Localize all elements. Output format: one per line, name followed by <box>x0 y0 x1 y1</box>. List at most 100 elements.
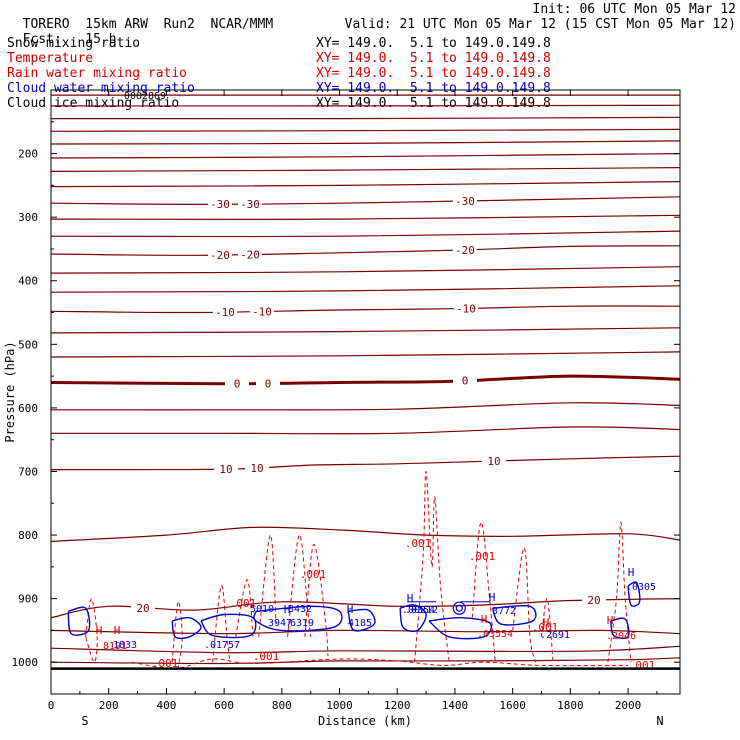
high-marker: H <box>347 603 354 616</box>
rain-contour <box>471 521 496 663</box>
legend-coords: XY= 149.0. 5.1 to 149.0.149.8 <box>316 81 551 96</box>
header-line-2: Fcst: 15 h <box>7 17 117 47</box>
y-tick-label: 300 <box>18 211 38 224</box>
rain-contour <box>414 470 450 663</box>
isotherm-label-bg <box>256 377 280 390</box>
north-endpoint-label: N <box>656 714 663 728</box>
isotherm-label: -10 <box>456 302 476 315</box>
isotherm-line <box>50 657 681 665</box>
rain-contour <box>512 547 537 663</box>
isotherm-line <box>50 526 681 542</box>
isotherm-label: 10 <box>250 462 263 475</box>
isotherm-line <box>50 153 681 159</box>
legend-coords: XY= 149.0. 5.1 to 149.0.149.8 <box>316 36 551 51</box>
isotherm-label-bg <box>454 302 478 315</box>
isotherm-label-bg <box>582 594 606 607</box>
cloud-water-contour <box>200 613 257 639</box>
isotherm-label: 0 <box>265 377 272 390</box>
legend-label: Temperature <box>7 51 94 66</box>
isotherm-label-bg <box>453 243 477 256</box>
forecast-label: Fcst: <box>22 32 62 47</box>
isotherm-label-bg <box>238 248 262 261</box>
high-marker: H <box>489 591 496 604</box>
isotherm-label: 20 <box>136 602 149 615</box>
plot-frame <box>50 89 681 695</box>
isotherm-label: -20 <box>455 244 475 257</box>
isotherm-line <box>50 645 681 654</box>
model-name: TORERO <box>22 17 70 32</box>
isotherm-label-bg <box>482 455 506 468</box>
cloud-water-contour <box>171 616 202 640</box>
isotherm-label: 0 <box>462 375 469 388</box>
isotherm-label-bg <box>225 377 249 390</box>
x-tick-label: 600 <box>214 699 234 712</box>
isotherm-label: -30 <box>240 198 260 211</box>
high-marker: H <box>96 624 103 637</box>
rain-value-label: .001 <box>405 537 432 550</box>
model-resolution: 15km ARW <box>85 17 148 32</box>
x-tick-label: 1200 <box>384 699 411 712</box>
legend-label: Snow mixing ratio <box>7 36 141 51</box>
x-tick-label: 200 <box>99 699 119 712</box>
cloud-water-contour <box>399 604 427 633</box>
legend-coords: XY= 149.0. 5.1 to 149.0.149.8 <box>316 51 551 66</box>
isotherm-label: 10 <box>219 463 232 476</box>
isotherm-line <box>50 455 681 471</box>
high-marker: H <box>543 616 550 629</box>
isotherm-label-bg <box>131 601 155 614</box>
valid-time: Valid: 21 UTC Mon 05 Mar 12 (15 CST Mon … <box>344 17 736 32</box>
isotherm-label-bg <box>453 194 477 207</box>
isotherm-label-bg <box>245 461 269 474</box>
isotherm-label: -10 <box>252 305 272 318</box>
isotherm-line <box>50 104 681 107</box>
isotherm-line <box>50 629 681 635</box>
cloud-water-contour <box>455 604 463 612</box>
x-tick-label: 1000 <box>326 699 353 712</box>
cloud-water-value-label: .2046 <box>606 631 636 642</box>
isotherm-label: -10 <box>215 306 235 319</box>
isotherm-label: 0 <box>234 378 241 391</box>
high-marker: H <box>114 624 121 637</box>
isotherm-line <box>50 230 681 238</box>
cloud-water-value-label: 1833 <box>113 640 137 651</box>
south-endpoint-label: S <box>81 714 88 728</box>
cloud-water-value-label: 3772 <box>492 606 516 617</box>
rain-contour <box>287 534 312 637</box>
cloud-water-value-label: 3947 <box>268 618 292 629</box>
cloud-water-contour <box>452 601 466 615</box>
legend-label: Cloud water mixing ratio <box>7 81 195 96</box>
cloud-water-value-label: .2691 <box>540 630 570 641</box>
isotherm-label-bg <box>214 463 238 476</box>
isotherm-label-bg <box>208 248 232 261</box>
cloud-water-value-label: 6319 <box>290 618 314 629</box>
model-org: NCAR/MMM <box>210 17 274 32</box>
legend-label: Cloud ice mixing ratio <box>7 96 180 111</box>
x-tick-label: 400 <box>156 699 176 712</box>
init-time: Init: 06 UTC Mon 05 Mar 12 <box>532 2 737 17</box>
rain-contour <box>541 598 554 663</box>
x-tick-label: 2000 <box>615 699 642 712</box>
cloud-water-contour <box>491 604 537 626</box>
isotherm-label: 10 <box>487 455 500 468</box>
upper-value-label: 0002869 <box>124 91 166 102</box>
rain-contour <box>607 521 632 663</box>
cloud-water-contour <box>253 605 343 632</box>
y-tick-label: 700 <box>18 465 38 478</box>
isotherm-line <box>50 351 681 358</box>
forecast-value: 15 h <box>85 32 117 47</box>
cloud-water-contour <box>627 581 641 607</box>
isotherm-label: -30 <box>210 198 230 211</box>
cloud-water-value-label: 4185 <box>348 618 372 629</box>
y-axis-label: Pressure (hPa) <box>3 341 17 442</box>
isotherm-line <box>50 266 681 274</box>
rain-value-label: .001 <box>300 568 327 581</box>
x-tick-label: 800 <box>272 699 292 712</box>
y-tick-label: 200 <box>18 148 38 161</box>
cloud-water-value-label: .01757 <box>204 640 240 651</box>
high-marker: H <box>607 614 614 627</box>
legend-coords: XY= 149.0. 5.1 to 149.0.149.8 <box>316 66 551 81</box>
rain-contour <box>171 601 183 669</box>
rain-contour <box>304 544 329 656</box>
model-run: Run2 <box>163 17 195 32</box>
legend-label: Rain water mixing ratio <box>7 66 188 81</box>
